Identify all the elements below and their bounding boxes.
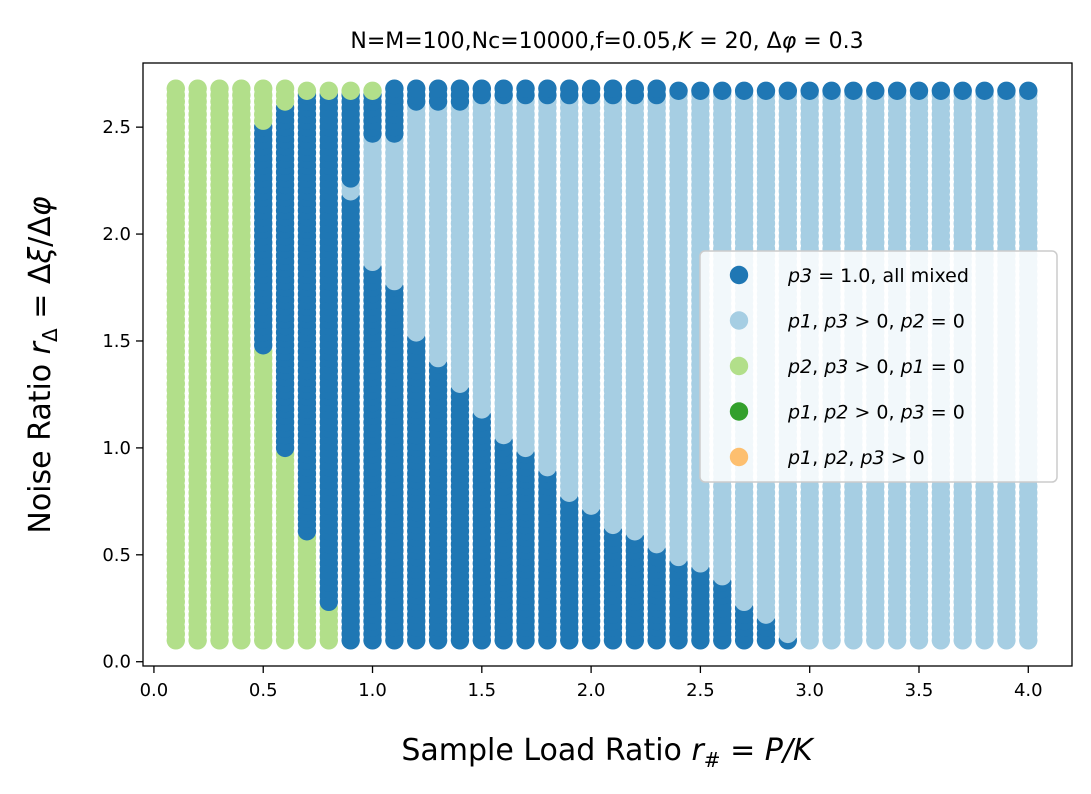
y-tick-label: 1.5 — [102, 331, 131, 352]
scatter-point — [166, 79, 185, 98]
legend-label: p2, p3 > 0, p1 = 0 — [787, 356, 965, 378]
scatter-point — [385, 79, 404, 98]
scatter-point — [560, 79, 579, 98]
scatter-point — [931, 81, 951, 101]
y-axis-label-sub: Δ — [38, 328, 62, 342]
legend-marker — [729, 265, 749, 285]
chart-title-phi-symbol: φ — [782, 29, 797, 54]
scatter-point — [428, 79, 448, 98]
legend-label: p1, p2, p3 > 0 — [787, 447, 925, 469]
scatter-point — [210, 79, 229, 98]
x-axis-ticks: 0.0 0.5 1.0 1.5 2.0 2.5 3.0 3.5 4.0 — [140, 666, 1043, 701]
scatter-point — [363, 81, 382, 101]
y-axis-label: Noise Ratio rΔ = Δξ/Δφ — [23, 196, 62, 533]
scatter-point — [756, 81, 776, 101]
legend-label: p1, p3 > 0, p2 = 0 — [787, 311, 965, 333]
scatter-point — [734, 81, 754, 101]
scatter-point — [887, 81, 907, 101]
scatter-point — [188, 79, 207, 98]
scatter-point — [516, 79, 535, 98]
y-tick-label: 2.5 — [102, 117, 131, 138]
x-axis-label-eq: = — [721, 733, 765, 768]
y-axis-label-slash: /Δ — [23, 216, 58, 247]
chart-title-k-value: = 20, Δ — [692, 29, 781, 54]
scatter-point — [844, 81, 863, 101]
scatter-point — [669, 81, 688, 101]
scatter-point — [232, 79, 251, 98]
scatter-point — [407, 79, 426, 98]
chart-title-prefix: N=M=100,Nc=10000,f=0.05, — [350, 29, 677, 54]
legend-marker — [729, 356, 749, 376]
scatter-point — [319, 81, 338, 101]
scatter-point — [647, 79, 666, 98]
scatter-point — [341, 81, 360, 101]
x-tick-label: 3.0 — [795, 680, 824, 701]
scatter-point — [581, 79, 601, 98]
y-axis-ticks: 0.0 0.5 1.0 1.5 2.0 2.5 — [102, 117, 143, 673]
legend-label: p3 = 1.0, all mixed — [787, 265, 969, 287]
scatter-point — [909, 81, 929, 101]
scatter-point — [603, 79, 623, 98]
chart-title-phi-value: = 0.3 — [796, 29, 863, 54]
legend-label: p1, p2 > 0, p3 = 0 — [787, 402, 965, 424]
x-axis-label: Sample Load Ratio r# = P/K — [401, 733, 815, 772]
scatter-point — [822, 81, 841, 101]
scatter-point — [625, 79, 645, 98]
y-tick-label: 0.0 — [102, 652, 131, 673]
scatter-point — [297, 81, 317, 101]
x-tick-label: 2.0 — [577, 680, 606, 701]
y-axis-label-r: r — [23, 340, 58, 354]
scatter-point — [953, 81, 972, 101]
y-tick-label: 2.0 — [102, 224, 131, 245]
scatter-point — [800, 81, 819, 101]
scatter-point — [997, 81, 1016, 101]
y-axis-label-xi: ξ — [23, 247, 58, 265]
x-axis-label-r: r — [691, 733, 705, 768]
scatter-point — [866, 81, 885, 101]
x-tick-label: 3.5 — [905, 680, 934, 701]
scatter-point — [450, 79, 470, 98]
scatter-point — [254, 79, 273, 98]
x-axis-label-formula: P/K — [765, 733, 815, 768]
legend-marker — [729, 447, 749, 467]
x-tick-label: 1.5 — [467, 680, 496, 701]
x-axis-label-text: Sample Load Ratio — [401, 733, 691, 768]
scatter-point — [472, 79, 492, 98]
y-tick-label: 1.0 — [102, 438, 131, 459]
legend-items: p3 = 1.0, all mixed p1, p3 > 0, p2 = 0 p2,… — [729, 265, 969, 469]
scatter-point — [275, 79, 295, 98]
plot-frame — [142, 62, 1073, 667]
scatter-point — [713, 81, 732, 101]
y-tick-label: 0.5 — [102, 545, 131, 566]
legend: p3 = 1.0, all mixed p1, p3 > 0, p2 = 0 p2,… — [699, 250, 1058, 483]
x-tick-label: 1.0 — [358, 680, 387, 701]
scatter-point — [691, 81, 710, 101]
y-axis-label-eq: = Δ — [23, 263, 58, 328]
scatter-point — [1019, 81, 1038, 101]
x-tick-label: 4.0 — [1014, 680, 1043, 701]
scatter-point — [778, 81, 798, 101]
scatter-point — [538, 79, 557, 98]
chart-title-k-symbol: K — [678, 29, 694, 54]
y-axis-label-text: Noise Ratio — [23, 354, 58, 533]
x-tick-label: 0.5 — [249, 680, 278, 701]
scatter-point — [975, 81, 994, 101]
legend-box — [699, 250, 1058, 483]
x-tick-label: 2.5 — [686, 680, 715, 701]
y-axis-label-phi: φ — [23, 196, 58, 216]
legend-marker — [729, 402, 749, 421]
chart-title: N=M=100,Nc=10000,f=0.05,K = 20, Δφ = 0.3 — [350, 29, 863, 54]
scatter-point — [494, 79, 513, 98]
x-axis-label-sub: # — [704, 748, 721, 772]
legend-marker — [729, 311, 749, 330]
x-tick-label: 0.0 — [140, 680, 169, 701]
